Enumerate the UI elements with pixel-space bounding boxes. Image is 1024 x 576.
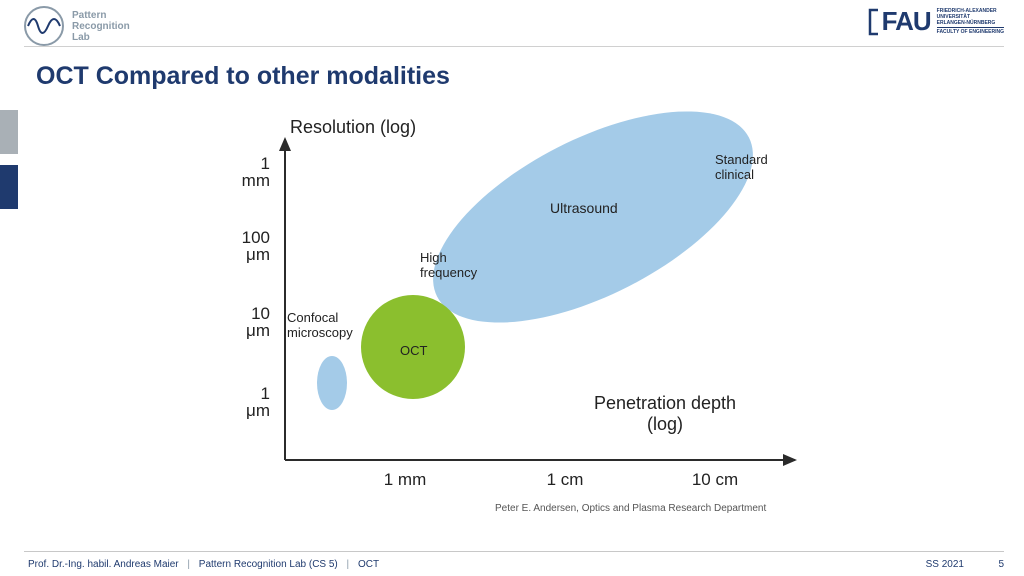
- y-tick-1mm: 1mm: [210, 155, 270, 189]
- footer-lab: Pattern Recognition Lab (CS 5): [199, 559, 338, 570]
- fau-subtitle: FRIEDRICH-ALEXANDER UNIVERSITÄT ERLANGEN…: [937, 8, 1004, 35]
- x-tick-1cm: 1 cm: [535, 470, 595, 490]
- header-divider: [24, 46, 1004, 47]
- slide-footer: Prof. Dr.-Ing. habil. Andreas Maier | Pa…: [0, 548, 1024, 576]
- label-ultrasound: Ultrasound: [550, 200, 618, 216]
- fau-bracket-icon: [866, 8, 880, 36]
- footer-author: Prof. Dr.-Ing. habil. Andreas Maier: [28, 559, 179, 570]
- modality-chart: Resolution (log) 1mm 100μm 10μm 1μm 1 mm…: [195, 125, 815, 515]
- footer-divider: [24, 551, 1004, 552]
- label-high-frequency: Highfrequency: [420, 251, 477, 281]
- y-tick-10um: 10μm: [210, 305, 270, 339]
- fau-logo: FAU FRIEDRICH-ALEXANDER UNIVERSITÄT ERLA…: [866, 6, 1004, 37]
- y-tick-100um: 100μm: [210, 229, 270, 263]
- lab-logo-text: Pattern Recognition Lab: [72, 10, 130, 43]
- slide-title: OCT Compared to other modalities: [36, 62, 450, 91]
- slide-header: Pattern Recognition Lab FAU FRIEDRICH-AL…: [0, 0, 1024, 48]
- x-tick-1mm: 1 mm: [375, 470, 435, 490]
- lab-logo: Pattern Recognition Lab: [24, 6, 130, 46]
- y-tick-1um: 1μm: [210, 385, 270, 419]
- x-tick-10cm: 10 cm: [685, 470, 745, 490]
- footer-term: SS 2021: [926, 559, 964, 570]
- lab-logo-icon: [24, 6, 64, 46]
- x-axis-title: Penetration depth(log): [565, 393, 765, 434]
- label-standard-clinical: Standardclinical: [715, 153, 768, 183]
- label-oct: OCT: [400, 344, 427, 359]
- side-tab-blue: [0, 165, 18, 209]
- blob-confocal: [317, 356, 347, 410]
- side-tab-grey: [0, 110, 18, 154]
- footer-page: 5: [998, 559, 1004, 570]
- footer-topic: OCT: [358, 559, 379, 570]
- footer-text: Prof. Dr.-Ing. habil. Andreas Maier | Pa…: [28, 559, 379, 570]
- label-confocal: Confocalmicroscopy: [287, 311, 353, 341]
- fau-mark: FAU: [882, 6, 931, 37]
- chart-citation: Peter E. Andersen, Optics and Plasma Res…: [495, 503, 766, 514]
